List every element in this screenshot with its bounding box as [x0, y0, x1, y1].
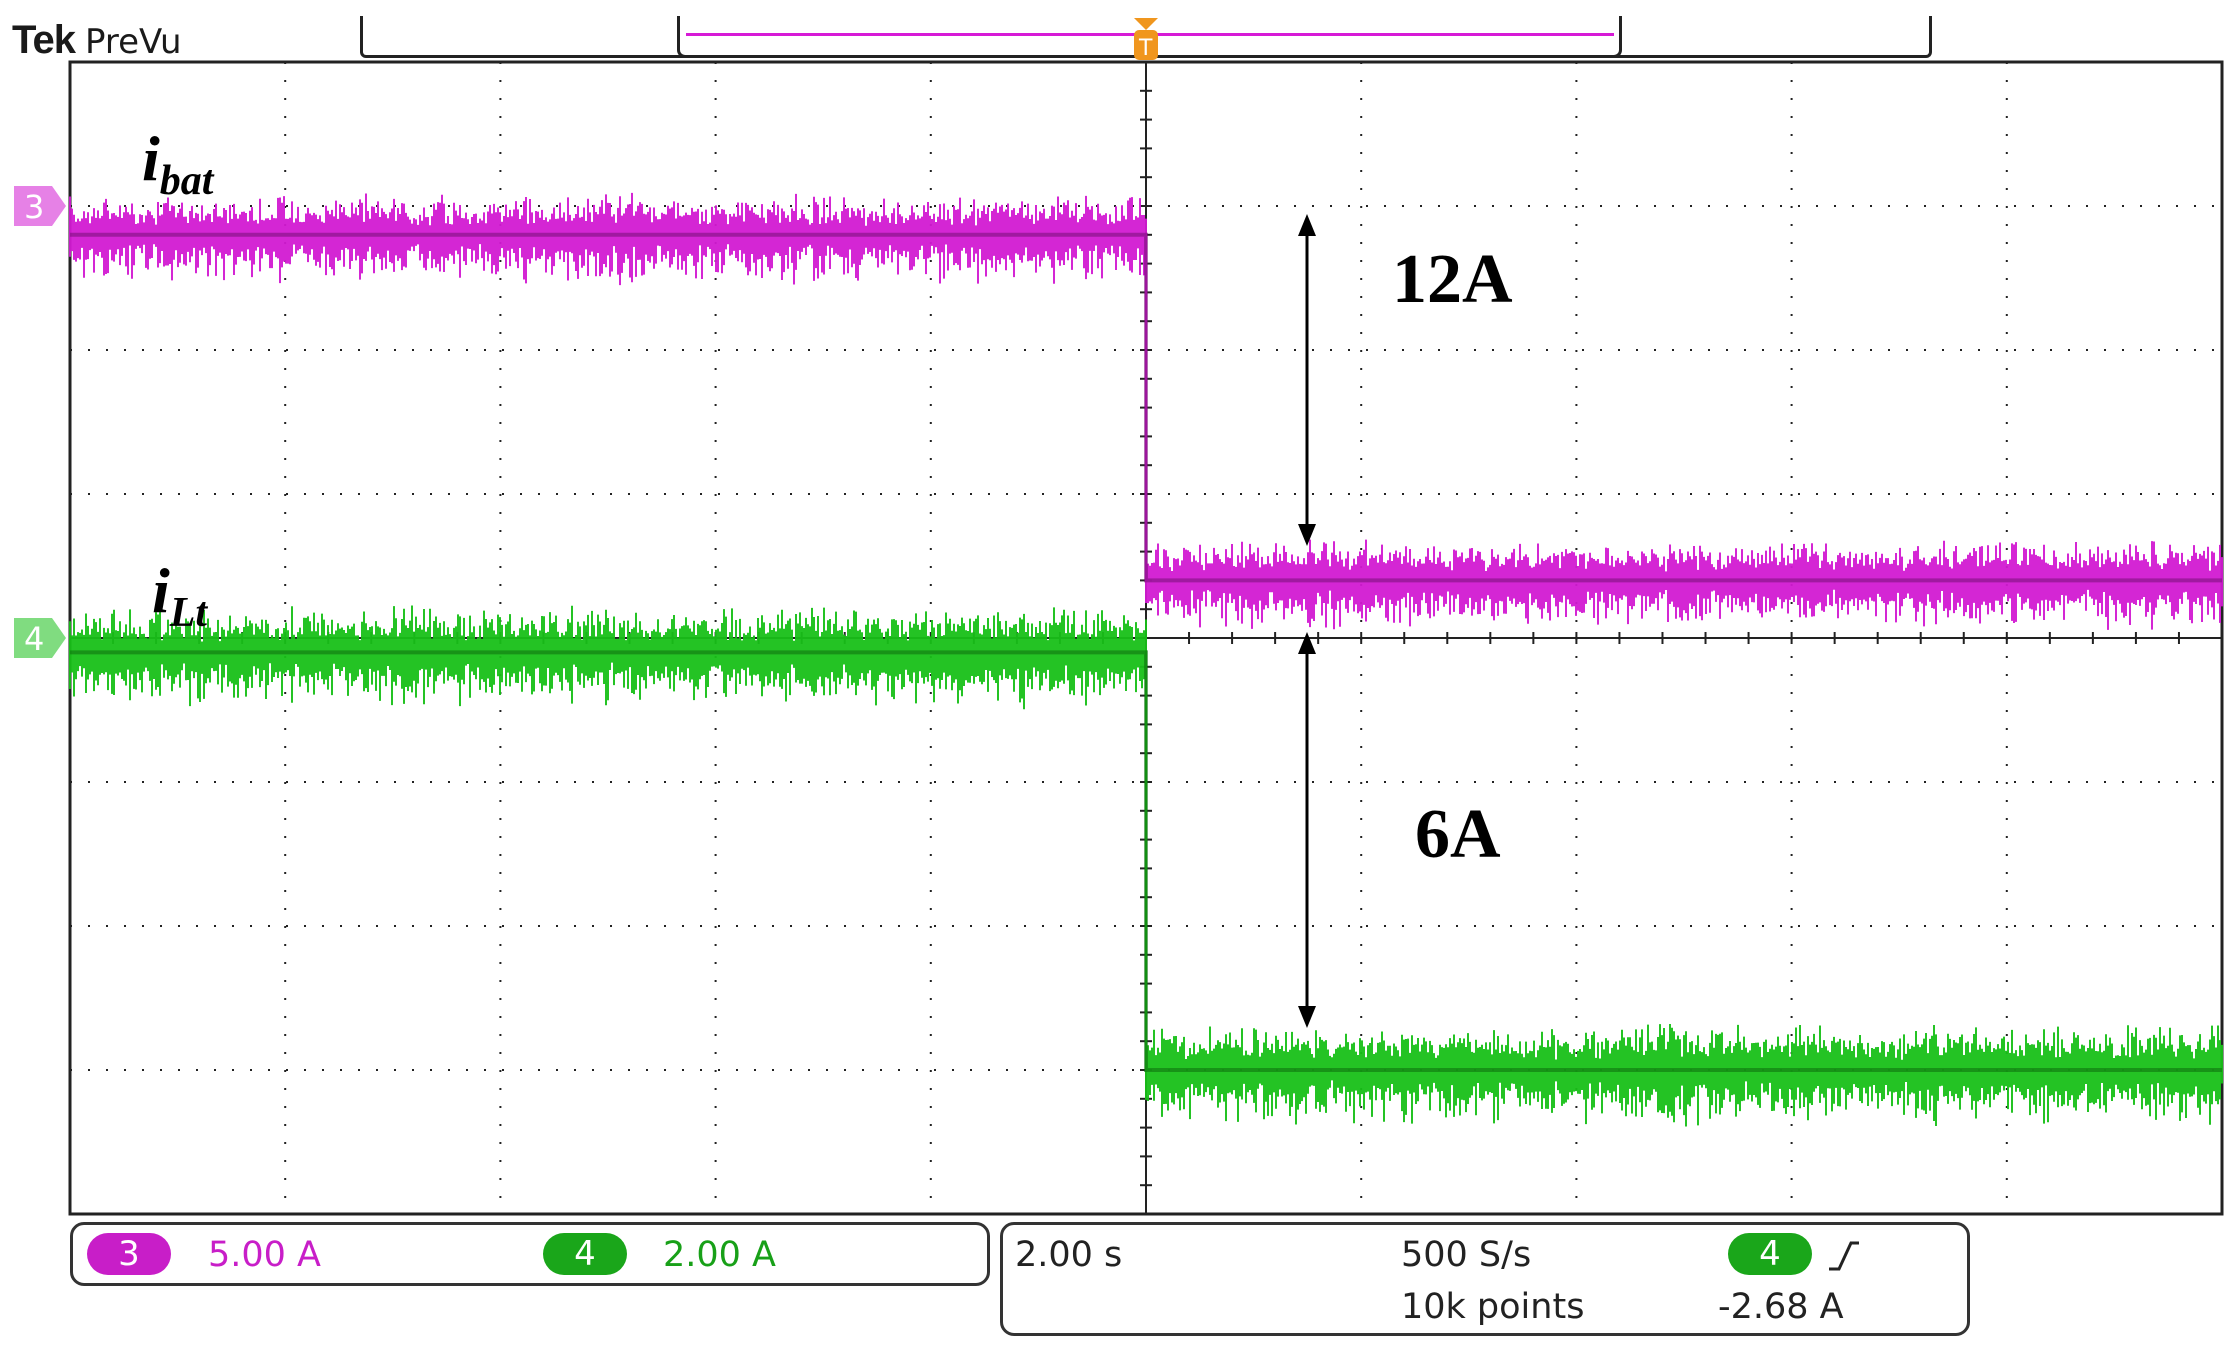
arrow-head-down [1298, 524, 1316, 546]
delta-ibat-arrow [1298, 214, 1316, 546]
channel-3-scale: 5.00 A [208, 1235, 321, 1275]
trigger-level: -2.68 A [1718, 1287, 1844, 1327]
ground-marker-label: 4 [24, 620, 44, 658]
record-length: 10k points [1401, 1287, 1585, 1327]
channel-4-ground-marker: 4 [14, 618, 66, 658]
delta-ilt-label: 6A [1415, 796, 1501, 873]
ground-marker-shape [14, 618, 66, 658]
ground-marker-shape [14, 186, 66, 226]
waveform-center-i-Lt [70, 650, 2222, 1072]
vertical-readout: 3 5.00 A 4 2.00 A [70, 1222, 990, 1286]
label-i-bat: ibat [142, 123, 215, 204]
trigger-arrow [1134, 18, 1158, 30]
sample-rate: 500 S/s [1401, 1235, 1532, 1275]
channel-4-badge[interactable]: 4 [543, 1233, 627, 1275]
channel-3-badge[interactable]: 3 [87, 1233, 171, 1275]
rising-edge-icon [1829, 1241, 1859, 1271]
brand: Tek PreVu [12, 18, 182, 63]
trigger-source-badge[interactable]: 4 [1728, 1233, 1812, 1275]
horizontal-readout: 2.00 s 500 S/s 10k points 4 -2.68 A [1000, 1222, 1970, 1336]
waveform-center-i-bat [70, 232, 2222, 583]
channel-3-ground-marker: 3 [14, 186, 66, 226]
trigger-badge [1134, 30, 1158, 60]
ground-marker-label: 3 [24, 188, 44, 226]
delta-ibat-label: 12A [1392, 241, 1513, 318]
acquisition-mode: PreVu [84, 22, 182, 62]
waveforms [69, 192, 2223, 1127]
arrow-head-up [1298, 214, 1316, 236]
tek-logo: Tek [12, 18, 76, 62]
time-per-division: 2.00 s [1015, 1235, 1123, 1275]
label-i-lt: iLt [152, 555, 208, 636]
trigger-position-marker: T [1134, 18, 1158, 61]
channel-markers: 3 4 T [14, 18, 1158, 658]
trigger-badge-label: T [1138, 36, 1153, 61]
channel-4-scale: 2.00 A [663, 1235, 776, 1275]
arrow-head-up [1298, 632, 1316, 654]
annotations: ibat iLt 12A 6A [142, 123, 1513, 1028]
delta-ilt-arrow [1298, 632, 1316, 1028]
arrow-head-down [1298, 1006, 1316, 1028]
